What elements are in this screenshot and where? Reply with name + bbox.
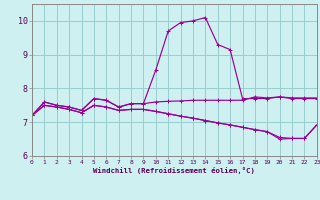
X-axis label: Windchill (Refroidissement éolien,°C): Windchill (Refroidissement éolien,°C) xyxy=(93,167,255,174)
